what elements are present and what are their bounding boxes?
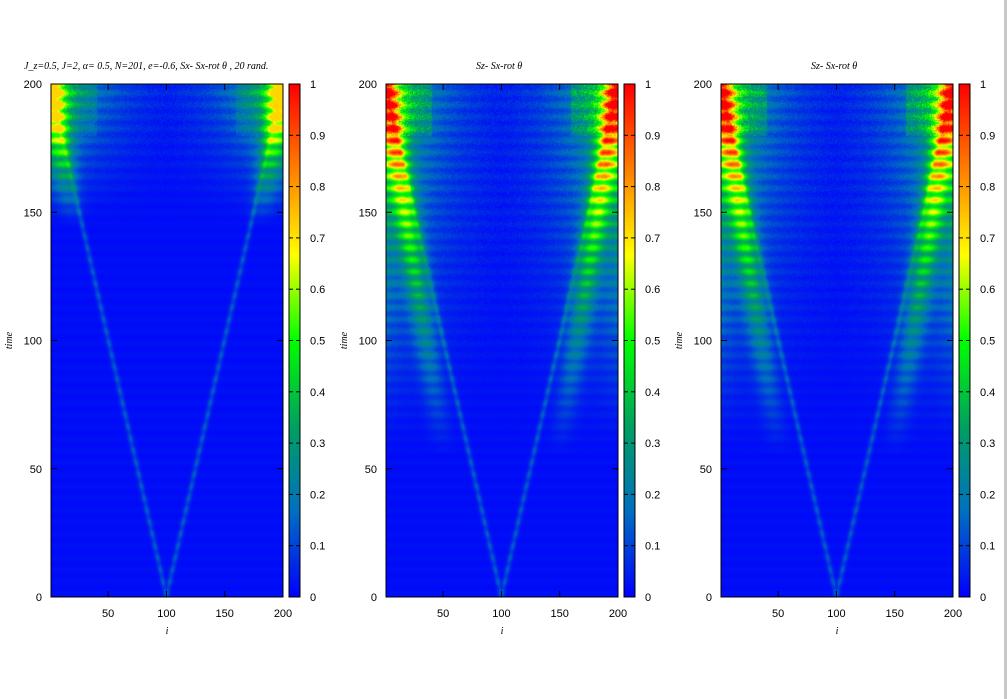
y-tick-label: 200 xyxy=(24,79,42,91)
y-axis-label: time xyxy=(4,331,15,349)
colorbar-tick-label: 1 xyxy=(310,79,316,91)
y-tick-label: 200 xyxy=(694,79,712,91)
y-tick-label: 50 xyxy=(700,464,712,476)
y-tick-label: 100 xyxy=(359,336,377,348)
colorbar-tick-label: 0.2 xyxy=(980,489,995,501)
axes: 50 100 150 200 0 50 100 150 200 0 0.1 0.2 0.3 0.4 0.5 0… xyxy=(339,79,660,637)
x-tick-label: 150 xyxy=(886,608,904,620)
x-tick-label: 50 xyxy=(102,608,114,620)
chart-title: Sz- Sx-rot θ xyxy=(811,61,858,72)
colorbar-tick-label: 0.2 xyxy=(645,489,660,501)
colorbar-tick-label: 0.6 xyxy=(645,284,660,296)
colorbar-tick-label: 0.7 xyxy=(645,233,660,245)
colorbar-tick-label: 0.1 xyxy=(310,541,325,553)
colorbar-tick-label: 0.8 xyxy=(645,182,660,194)
x-axis-label: i xyxy=(501,626,504,637)
heatmap-panel-3: 50 100 150 200 0 50 100 150 200 0 0.1 0.2 0.3 0.4 0.5 0… xyxy=(670,0,1006,699)
x-axis-label: i xyxy=(166,626,169,637)
window-edge xyxy=(1004,0,1007,699)
x-tick-label: 100 xyxy=(157,608,175,620)
x-axis-label: i xyxy=(836,626,839,637)
axes: 50 100 150 200 0 50 100 150 200 0 0.1 0.2 0.3 0.4 0.5 0… xyxy=(4,79,325,637)
colorbar-image xyxy=(289,84,300,597)
colorbar-tick-label: 0.3 xyxy=(310,438,325,450)
x-tick-label: 200 xyxy=(274,608,292,620)
colorbar-tick-label: 0.9 xyxy=(310,130,325,142)
heatmap-panel-2: 50 100 150 200 0 50 100 150 200 0 0.1 0.2 0.3 0.4 0.5 0… xyxy=(335,0,671,699)
x-tick-label: 200 xyxy=(609,608,627,620)
colorbar-tick-label: 0.9 xyxy=(645,130,660,142)
colorbar-tick-label: 0.7 xyxy=(310,233,325,245)
x-tick-label: 150 xyxy=(551,608,569,620)
y-tick-label: 0 xyxy=(371,592,377,604)
colorbar-tick-label: 0.6 xyxy=(310,284,325,296)
plot-frame xyxy=(720,83,954,598)
y-tick-label: 50 xyxy=(30,464,42,476)
colorbar-tick-label: 0.8 xyxy=(980,182,995,194)
colorbar-image xyxy=(624,84,635,597)
x-tick-label: 150 xyxy=(216,608,234,620)
colorbar-tick-label: 0.3 xyxy=(980,438,995,450)
heatmap-image xyxy=(721,84,953,597)
colorbar-tick-label: 0.9 xyxy=(980,130,995,142)
colorbar-tick-label: 0 xyxy=(645,592,651,604)
colorbar-tick-label: 0 xyxy=(980,592,986,604)
colorbar-tick-label: 0.6 xyxy=(980,284,995,296)
y-tick-label: 0 xyxy=(706,592,712,604)
plot-frame xyxy=(385,83,619,598)
colorbar-tick-label: 0.1 xyxy=(645,541,660,553)
y-tick-label: 150 xyxy=(359,207,377,219)
plot-frame xyxy=(50,83,284,598)
x-tick-label: 200 xyxy=(944,608,962,620)
axes: 50 100 150 200 0 50 100 150 200 0 0.1 0.2 0.3 0.4 0.5 0… xyxy=(674,79,995,637)
colorbar-tick-label: 1 xyxy=(645,79,651,91)
colorbar-image xyxy=(959,84,970,597)
y-axis-label: time xyxy=(339,331,350,349)
y-tick-label: 200 xyxy=(359,79,377,91)
colorbar-tick-label: 0.4 xyxy=(980,387,995,399)
heatmap-image xyxy=(386,84,618,597)
x-tick-label: 50 xyxy=(772,608,784,620)
y-tick-label: 100 xyxy=(24,336,42,348)
colorbar-tick-label: 0.3 xyxy=(645,438,660,450)
colorbar-tick-label: 0.2 xyxy=(310,489,325,501)
colorbar-tick-label: 0.1 xyxy=(980,541,995,553)
colorbar-tick-label: 0.4 xyxy=(645,387,660,399)
colorbar-tick-label: 0 xyxy=(310,592,316,604)
x-tick-label: 100 xyxy=(492,608,510,620)
x-tick-label: 50 xyxy=(437,608,449,620)
chart-title: J_z=0.5, J=2, α= 0.5, N=201, e=-0.6, Sx-… xyxy=(24,61,269,72)
y-tick-label: 50 xyxy=(365,464,377,476)
y-axis-label: time xyxy=(674,331,685,349)
colorbar-tick-label: 0.4 xyxy=(310,387,325,399)
colorbar-tick-label: 0.7 xyxy=(980,233,995,245)
y-tick-label: 150 xyxy=(694,207,712,219)
heatmap-panel-1: 50 100 150 200 0 50 100 150 200 0 0.1 0.2 0.3 0.4 0.5 0… xyxy=(0,0,336,699)
chart-title: Sz- Sx-rot θ xyxy=(476,61,523,72)
y-tick-label: 0 xyxy=(36,592,42,604)
colorbar-tick-label: 0.8 xyxy=(310,182,325,194)
colorbar-tick-label: 0.5 xyxy=(980,336,995,348)
x-tick-label: 100 xyxy=(827,608,845,620)
colorbar-tick-label: 0.5 xyxy=(645,336,660,348)
colorbar-tick-label: 1 xyxy=(980,79,986,91)
y-tick-label: 150 xyxy=(24,207,42,219)
y-tick-label: 100 xyxy=(694,336,712,348)
colorbar-tick-label: 0.5 xyxy=(310,336,325,348)
heatmap-image xyxy=(51,84,283,597)
